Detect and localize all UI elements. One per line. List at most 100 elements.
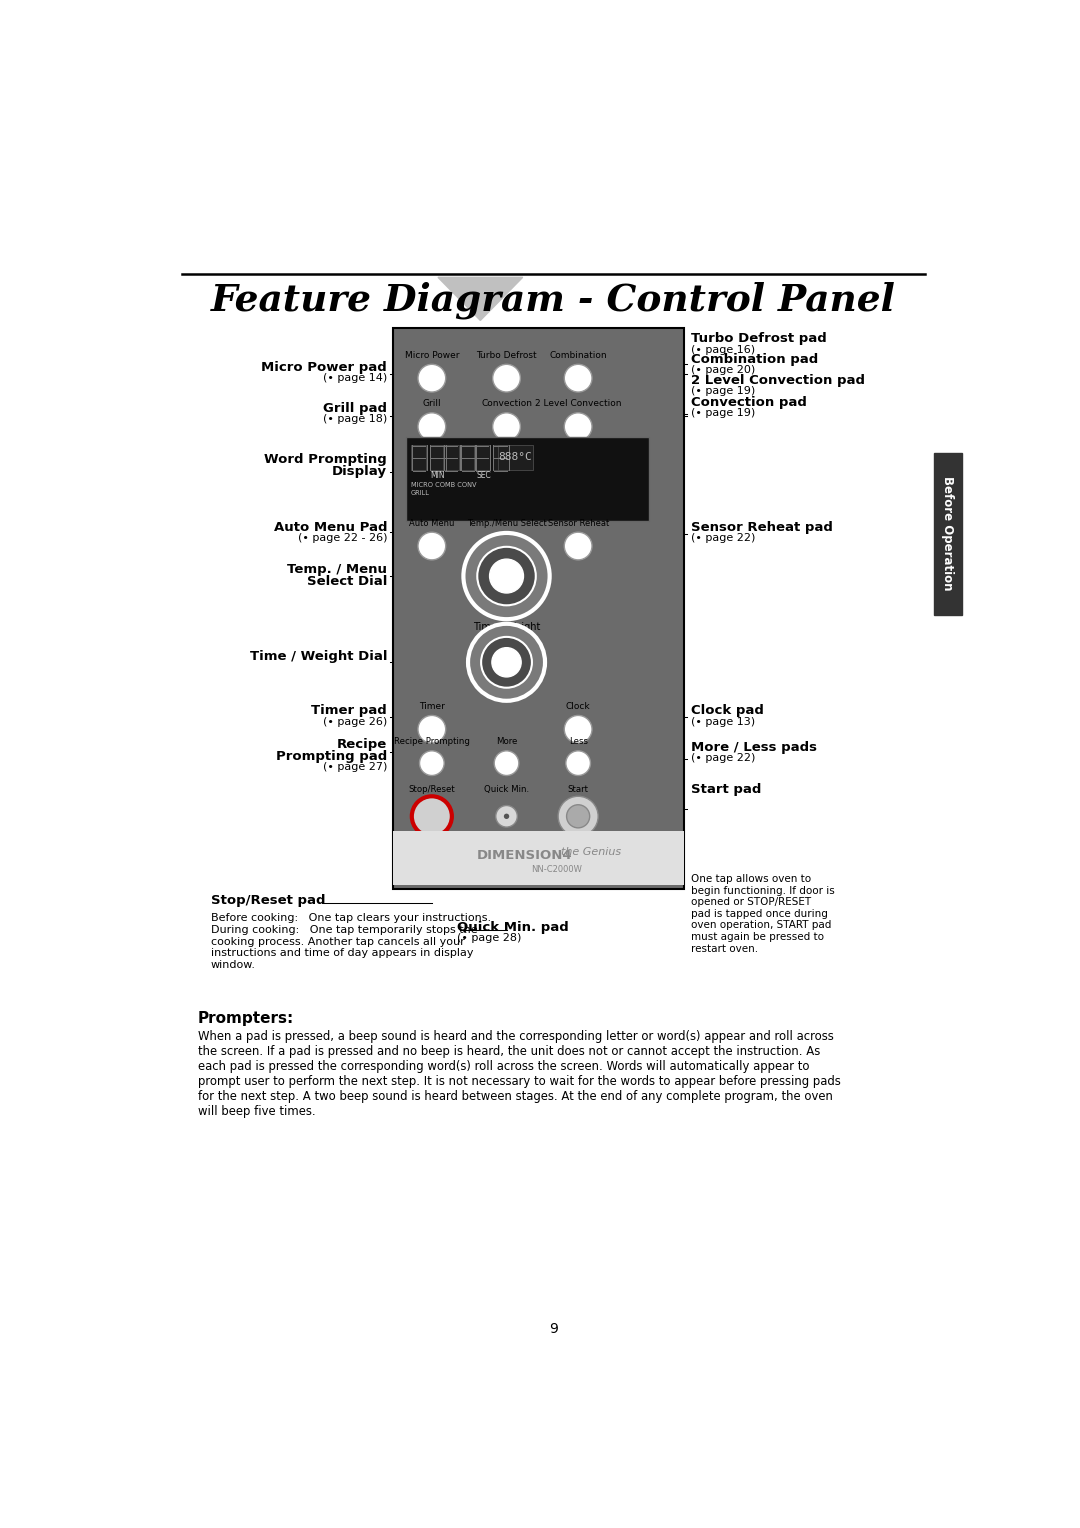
Text: Timer: Timer xyxy=(419,703,445,712)
Text: (• page 19): (• page 19) xyxy=(690,408,755,417)
Text: (• page 16): (• page 16) xyxy=(690,345,755,354)
Bar xyxy=(934,452,961,614)
Text: 888°C: 888°C xyxy=(498,452,531,463)
Text: One tap allows oven to
begin functioning. If door is
opened or STOP/RESET
pad is: One tap allows oven to begin functioning… xyxy=(690,874,835,953)
Text: (• page 18): (• page 18) xyxy=(323,414,387,423)
Circle shape xyxy=(564,532,592,559)
Text: NN-C2000W: NN-C2000W xyxy=(531,865,582,874)
Text: Recipe Prompting: Recipe Prompting xyxy=(394,736,470,746)
Circle shape xyxy=(567,805,590,828)
Text: Turbo Defrost pad: Turbo Defrost pad xyxy=(690,333,826,345)
Text: Grill pad: Grill pad xyxy=(323,402,387,414)
Text: Select Dial: Select Dial xyxy=(307,575,387,588)
Bar xyxy=(492,445,508,469)
Text: Time / Weight Dial: Time / Weight Dial xyxy=(249,649,387,663)
Text: Timer pad: Timer pad xyxy=(311,704,387,717)
Text: Prompters:: Prompters: xyxy=(198,1012,294,1027)
Text: (• page 20): (• page 20) xyxy=(690,365,755,376)
Text: Clock: Clock xyxy=(566,703,591,712)
Text: Temp./Menu Select: Temp./Menu Select xyxy=(467,520,546,529)
Text: (• page 22): (• page 22) xyxy=(690,753,755,762)
Text: Turbo Defrost: Turbo Defrost xyxy=(476,350,537,359)
Bar xyxy=(430,445,445,469)
Text: Temp. / Menu: Temp. / Menu xyxy=(287,564,387,576)
Bar xyxy=(393,329,685,889)
Text: (• page 26): (• page 26) xyxy=(323,717,387,727)
Text: Sensor Reheat pad: Sensor Reheat pad xyxy=(690,521,833,535)
Text: Time / Weight: Time / Weight xyxy=(473,622,540,633)
Text: Before Operation: Before Operation xyxy=(942,477,955,591)
Text: Grill: Grill xyxy=(422,399,441,408)
Bar xyxy=(460,445,475,469)
Circle shape xyxy=(418,364,446,393)
Circle shape xyxy=(492,413,521,440)
Text: When a pad is pressed, a beep sound is heard and the corresponding letter or wor: When a pad is pressed, a beep sound is h… xyxy=(198,1030,840,1117)
Bar xyxy=(474,445,489,469)
Circle shape xyxy=(468,623,545,701)
Circle shape xyxy=(477,547,536,605)
Text: Convection: Convection xyxy=(481,399,532,408)
Text: Stop/Reset pad: Stop/Reset pad xyxy=(211,894,325,906)
Text: (• page 14): (• page 14) xyxy=(323,373,387,384)
Text: Stop/Reset: Stop/Reset xyxy=(408,785,455,795)
Text: MICRO COMB CONV: MICRO COMB CONV xyxy=(411,483,476,489)
Text: Micro Power: Micro Power xyxy=(405,350,459,359)
Text: (• page 22): (• page 22) xyxy=(690,533,755,544)
Text: SEC: SEC xyxy=(477,472,491,480)
Text: Display: Display xyxy=(333,465,387,478)
Bar xyxy=(411,445,427,469)
Text: Prompting pad: Prompting pad xyxy=(275,750,387,762)
Text: Combination pad: Combination pad xyxy=(690,353,818,367)
Bar xyxy=(393,831,685,885)
Circle shape xyxy=(492,364,521,393)
Text: Start pad: Start pad xyxy=(690,782,761,796)
Text: Less: Less xyxy=(569,736,588,746)
Circle shape xyxy=(489,559,524,593)
Circle shape xyxy=(504,813,510,819)
Text: Sensor Reheat: Sensor Reheat xyxy=(548,520,609,529)
Bar xyxy=(444,445,459,469)
Text: MIN: MIN xyxy=(431,472,445,480)
Text: (• page 27): (• page 27) xyxy=(323,762,387,772)
Circle shape xyxy=(411,796,451,836)
Text: Before cooking:   One tap clears your instructions.
During cooking:   One tap te: Before cooking: One tap clears your inst… xyxy=(211,914,491,970)
Circle shape xyxy=(463,533,550,619)
Text: More: More xyxy=(496,736,517,746)
Text: Recipe: Recipe xyxy=(337,738,387,752)
Circle shape xyxy=(418,532,446,559)
Text: DIMENSION4: DIMENSION4 xyxy=(476,850,572,862)
Text: Word Prompting: Word Prompting xyxy=(265,454,387,466)
Circle shape xyxy=(491,648,522,677)
Text: GRILL: GRILL xyxy=(411,490,430,497)
Text: Quick Min. pad: Quick Min. pad xyxy=(457,921,569,934)
Circle shape xyxy=(564,364,592,393)
Text: Convection pad: Convection pad xyxy=(690,396,807,408)
Circle shape xyxy=(564,413,592,440)
Text: 2 Level Convection: 2 Level Convection xyxy=(535,399,621,408)
Circle shape xyxy=(566,750,591,776)
Circle shape xyxy=(495,750,518,776)
Circle shape xyxy=(496,805,517,827)
Text: Micro Power pad: Micro Power pad xyxy=(261,361,387,374)
Text: Auto Menu: Auto Menu xyxy=(409,520,455,529)
Bar xyxy=(498,445,532,469)
Text: (• page 28): (• page 28) xyxy=(457,934,522,943)
Circle shape xyxy=(558,796,598,836)
Text: 9: 9 xyxy=(549,1322,558,1335)
Text: (• page 19): (• page 19) xyxy=(690,387,755,396)
Bar xyxy=(406,437,649,521)
Text: Combination: Combination xyxy=(550,350,607,359)
Circle shape xyxy=(564,715,592,743)
Text: Start: Start xyxy=(568,785,589,795)
Circle shape xyxy=(418,715,446,743)
Circle shape xyxy=(481,637,532,688)
Text: (• page 13): (• page 13) xyxy=(690,717,755,727)
Text: the Genius: the Genius xyxy=(562,848,621,857)
Polygon shape xyxy=(438,277,523,321)
Text: Quick Min.: Quick Min. xyxy=(484,785,529,795)
Text: Feature Diagram - Control Panel: Feature Diagram - Control Panel xyxy=(211,281,896,319)
Text: (• page 22 - 26): (• page 22 - 26) xyxy=(298,533,387,544)
Circle shape xyxy=(418,413,446,440)
Text: 2 Level Convection pad: 2 Level Convection pad xyxy=(690,374,865,387)
Text: More / Less pads: More / Less pads xyxy=(690,741,816,753)
